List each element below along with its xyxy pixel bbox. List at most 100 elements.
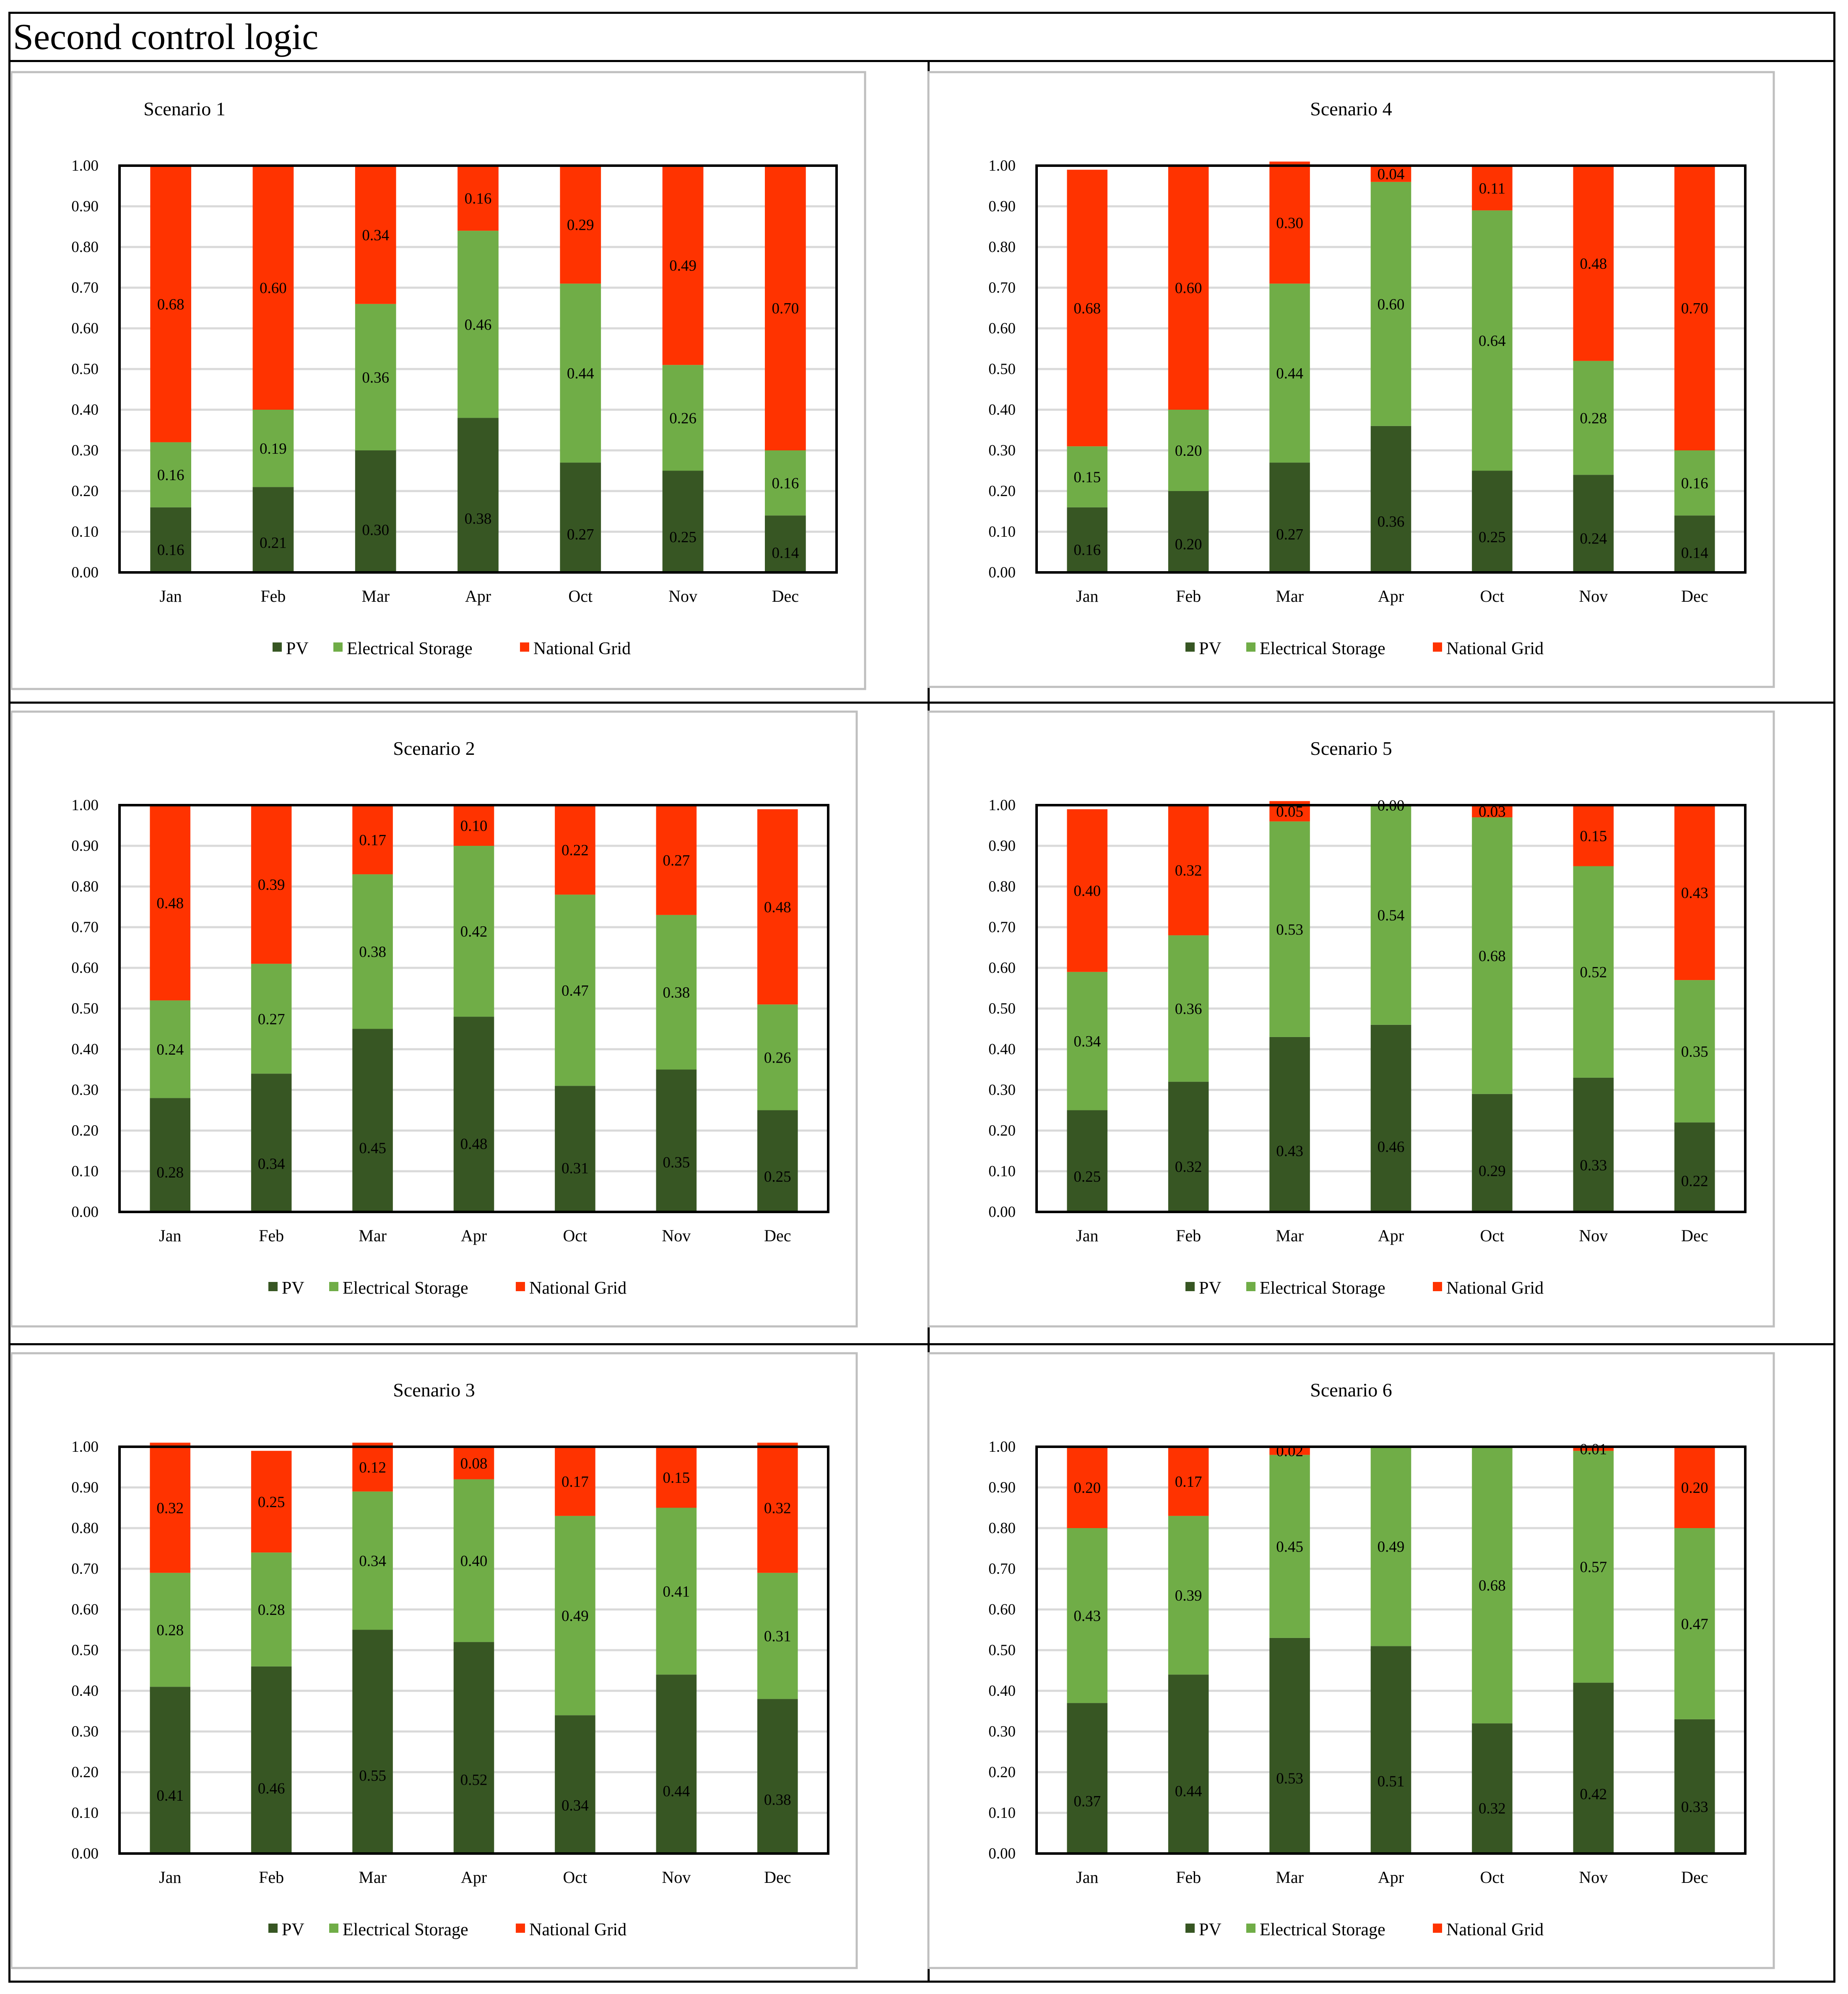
bar-grid-oct <box>555 1447 595 1516</box>
bar-grid-dec <box>757 1443 798 1573</box>
bar-pv-mar <box>1269 1037 1310 1212</box>
y-tick-label: 0.90 <box>71 1479 99 1496</box>
y-tick-label: 0.70 <box>71 919 99 936</box>
y-tick-label: 1.00 <box>71 797 99 814</box>
y-tick-label: 0.20 <box>71 1122 99 1139</box>
y-tick-label: 0.30 <box>71 1081 99 1099</box>
data-label: 0.26 <box>764 1049 791 1066</box>
bar-pv-apr <box>1370 1024 1411 1212</box>
data-label: 0.10 <box>460 818 488 835</box>
data-label: 0.48 <box>156 895 184 912</box>
data-label: 0.27 <box>1276 526 1303 543</box>
data-label: 0.16 <box>465 190 492 208</box>
y-tick-label: 0.10 <box>71 1804 99 1822</box>
bar-pv-dec <box>1674 1719 1715 1854</box>
data-label: 0.46 <box>465 316 492 333</box>
x-tick-label: Dec <box>764 1868 791 1887</box>
legend-swatch <box>333 642 343 652</box>
data-label: 0.15 <box>1073 469 1101 486</box>
y-tick-label: 1.00 <box>71 157 99 174</box>
bar-grid-jan <box>150 166 191 442</box>
bar-storage-dec <box>757 1004 798 1110</box>
y-tick-label: 0.20 <box>71 483 99 500</box>
bar-grid-oct <box>1472 166 1513 211</box>
legend-item-storage: Electrical Storage <box>1246 1279 1385 1298</box>
bar-storage-dec <box>757 1573 798 1699</box>
x-tick-label: Mar <box>359 1226 387 1245</box>
y-tick-label: 0.60 <box>988 959 1016 977</box>
x-tick-label: Nov <box>662 1226 691 1245</box>
data-label: 0.25 <box>1479 529 1506 546</box>
data-label: 0.32 <box>156 1500 184 1517</box>
data-label: 0.42 <box>1580 1786 1607 1803</box>
legend-item-storage: Electrical Storage <box>329 1920 468 1939</box>
bar-grid-feb <box>1168 805 1209 936</box>
bar-storage-mar <box>352 1491 393 1630</box>
data-label: 0.57 <box>1580 1559 1607 1576</box>
legend-swatch <box>1433 1282 1442 1291</box>
bar-grid-nov <box>662 166 704 365</box>
bar-storage-dec <box>1674 1528 1715 1719</box>
data-label: 0.01 <box>1580 1441 1607 1458</box>
bar-pv-nov <box>1573 475 1614 572</box>
x-tick-label: Oct <box>1480 1868 1505 1887</box>
legend-label: Electrical Storage <box>343 1920 468 1939</box>
data-label: 0.60 <box>1378 296 1405 313</box>
y-tick-label: 0.40 <box>988 1041 1016 1058</box>
data-label: 0.60 <box>260 280 287 297</box>
bar-storage-nov <box>1573 1451 1614 1683</box>
data-label: 0.25 <box>1073 1168 1101 1185</box>
data-label: 0.37 <box>1073 1793 1101 1810</box>
data-label: 0.16 <box>157 542 185 559</box>
legend-swatch <box>1246 642 1255 652</box>
bar-grid-oct <box>555 805 595 895</box>
y-tick-label: 1.00 <box>71 1438 99 1456</box>
y-tick-label: 0.20 <box>71 1764 99 1781</box>
legend-label: Electrical Storage <box>1260 1920 1385 1939</box>
y-tick-label: 0.70 <box>71 279 99 296</box>
data-label: 0.68 <box>1479 1577 1506 1594</box>
bar-storage-jan <box>1067 972 1107 1110</box>
data-label: 0.27 <box>663 852 690 869</box>
bar-pv-jan <box>150 1098 190 1212</box>
data-label: 0.38 <box>663 984 690 1001</box>
x-tick-label: Dec <box>764 1226 791 1245</box>
bar-grid-jan <box>150 1443 190 1573</box>
bar-grid-jan <box>1067 809 1107 972</box>
y-tick-label: 0.20 <box>988 1764 1016 1781</box>
bar-storage-mar <box>1269 821 1310 1037</box>
y-tick-label: 0.30 <box>988 1723 1016 1740</box>
chart-scenario-5: Scenario 5 0.00 0.10 0.20 0.30 0.40 0.50 0.60 0.… <box>927 710 1775 1328</box>
bar-storage-oct <box>1472 1447 1513 1724</box>
data-label: 0.16 <box>1681 475 1708 492</box>
y-tick-label: 0.00 <box>988 1204 1016 1221</box>
bar-storage-feb <box>1168 1516 1209 1675</box>
data-label: 0.17 <box>359 832 386 849</box>
legend-swatch <box>1185 1282 1195 1291</box>
bar-grid-dec <box>1674 166 1715 450</box>
y-tick-label: 0.50 <box>988 1000 1016 1017</box>
data-label: 0.32 <box>1175 862 1202 879</box>
data-label: 0.32 <box>1175 1158 1202 1175</box>
bar-grid-feb <box>252 166 294 410</box>
legend-label: PV <box>286 639 309 658</box>
y-tick-label: 0.80 <box>988 1520 1016 1537</box>
data-label: 0.38 <box>359 944 386 961</box>
bar-grid-nov <box>1573 1447 1614 1451</box>
y-tick-label: 0.80 <box>988 878 1016 895</box>
bar-storage-jan <box>150 442 191 507</box>
bar-storage-dec <box>765 450 806 516</box>
legend-label: National Grid <box>1446 639 1544 658</box>
data-label: 0.32 <box>764 1500 791 1517</box>
data-label: 0.43 <box>1276 1143 1303 1160</box>
legend-label: National Grid <box>529 1279 626 1298</box>
x-tick-label: Mar <box>1276 1226 1304 1245</box>
y-tick-label: 0.60 <box>71 320 99 337</box>
x-tick-label: Dec <box>1681 1226 1708 1245</box>
x-tick-label: Feb <box>260 587 286 606</box>
data-label: 0.52 <box>460 1771 488 1789</box>
x-tick-label: Dec <box>772 587 799 606</box>
data-label: 0.70 <box>772 300 799 317</box>
bar-pv-jan <box>1067 507 1107 572</box>
data-label: 0.27 <box>258 1011 285 1028</box>
